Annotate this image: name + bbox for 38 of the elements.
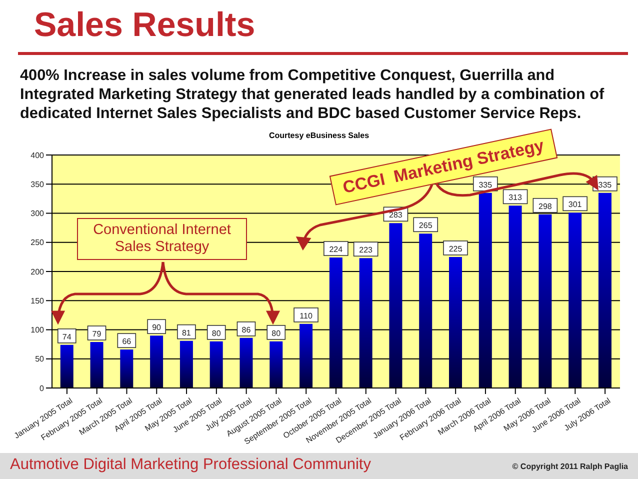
annotation: Conventional Internet Sales Strategy xyxy=(77,218,247,260)
data-label: 335 xyxy=(478,180,493,190)
chart-subtitle: 400% Increase in sales volume from Competitive Conquest, Guerrilla and Integrated Marketing Strategy that generated leads handled by a combination of dedicated Internet Sales Specialists and BDC based Customer Service Reps. xyxy=(20,66,606,123)
y-tick-label: 0 xyxy=(40,384,45,393)
y-tick-label: 200 xyxy=(30,267,45,276)
data-label: 224 xyxy=(329,245,344,254)
text: Courtesy eBusiness Sales xyxy=(268,131,370,140)
data-label: 74 xyxy=(62,332,72,342)
data-label: 298 xyxy=(538,202,552,211)
bar xyxy=(329,258,342,388)
data-label: 81 xyxy=(182,328,192,338)
chart-title: Sales Results xyxy=(34,6,256,45)
data-label: 86 xyxy=(242,325,252,334)
bar xyxy=(150,336,164,388)
data-label: 265 xyxy=(418,221,433,230)
y-tick-label: 50 xyxy=(35,354,45,364)
data-label: 66 xyxy=(122,337,132,346)
data-label: 301 xyxy=(568,200,582,210)
data-label: 80 xyxy=(272,328,282,338)
data-label: 283 xyxy=(389,210,403,220)
data-label: 225 xyxy=(448,244,463,254)
bar xyxy=(359,258,372,388)
data-label: 223 xyxy=(359,246,374,255)
text: © Copyright 2011 Ralph Paglia xyxy=(512,462,628,471)
y-tick-label: 150 xyxy=(30,296,45,306)
data-label: 110 xyxy=(300,311,313,320)
y-tick-label: 400 xyxy=(30,150,45,160)
y-tick-label: 100 xyxy=(30,326,45,335)
y-tick-label: 250 xyxy=(30,238,45,248)
data-label: 313 xyxy=(508,193,523,202)
y-tick-label: 350 xyxy=(30,180,45,189)
bar xyxy=(120,350,134,388)
data-label: 335 xyxy=(598,180,612,190)
text: Autmotive Digital Marketing Professional Community xyxy=(10,456,371,474)
data-label: 90 xyxy=(152,323,162,332)
data-label: 79 xyxy=(92,329,102,338)
y-tick-label: 300 xyxy=(30,209,45,218)
data-label: 80 xyxy=(212,328,222,338)
